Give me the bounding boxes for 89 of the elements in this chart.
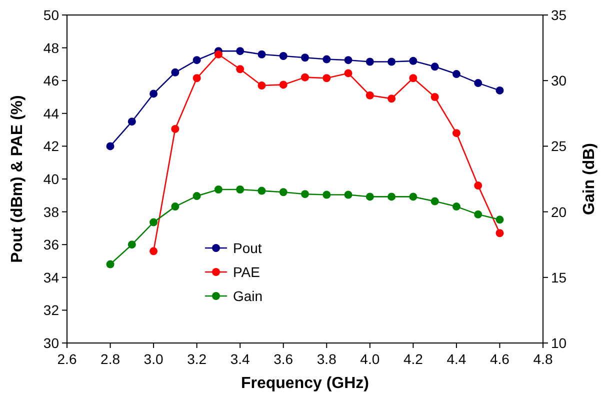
point — [474, 182, 482, 190]
point — [430, 93, 439, 101]
y-tick-label: 36 — [43, 236, 60, 253]
y-tick-label: 30 — [43, 335, 60, 351]
x-tick-label: 4.6 — [490, 351, 510, 367]
legend-label: PAE — [233, 264, 260, 280]
y2-tick-label: 20 — [551, 204, 567, 220]
y-tick-label: 44 — [43, 105, 60, 122]
point — [279, 80, 288, 89]
y2-tick-label: 30 — [551, 72, 567, 89]
point — [258, 50, 266, 58]
point — [150, 247, 158, 256]
x-tick-label: 3.8 — [316, 351, 337, 367]
point — [409, 56, 418, 65]
point — [236, 185, 244, 194]
point — [388, 58, 396, 66]
point — [496, 86, 504, 94]
y-tick-label: 42 — [43, 138, 60, 154]
y2-tick-label: 15 — [551, 269, 567, 286]
point — [344, 190, 352, 199]
point — [192, 56, 201, 64]
point — [279, 52, 288, 60]
point — [301, 190, 309, 198]
y-tick-label: 48 — [43, 40, 60, 56]
point — [236, 65, 244, 74]
y-tick-label: 40 — [43, 171, 60, 187]
point — [366, 58, 374, 66]
point — [452, 202, 460, 211]
point — [430, 197, 439, 206]
legend-label: Gain — [233, 288, 263, 304]
x-tick-label: 3.0 — [144, 351, 164, 367]
point — [236, 47, 244, 56]
point — [214, 185, 222, 194]
y2-axis-title: Gain (dB) — [581, 143, 598, 215]
point — [496, 229, 504, 238]
point — [258, 82, 266, 90]
point — [301, 73, 309, 82]
point — [474, 79, 482, 88]
y-tick-label: 32 — [43, 302, 60, 318]
x-tick-label: 3.6 — [274, 351, 294, 367]
y2-tick-label: 35 — [551, 7, 567, 23]
point — [106, 260, 114, 268]
point — [388, 94, 396, 103]
x-axis-title: Frequency (GHz) — [240, 375, 370, 392]
x-tick-label: 4.4 — [446, 351, 466, 367]
point — [171, 124, 180, 133]
point — [258, 186, 266, 195]
x-tick-label: 4.0 — [360, 351, 380, 367]
point — [192, 192, 201, 200]
point — [322, 74, 331, 82]
point — [322, 55, 331, 64]
y-tick-label: 46 — [43, 72, 60, 89]
point — [128, 240, 136, 249]
y2-tick-label: 25 — [551, 138, 567, 154]
point — [409, 192, 418, 201]
x-tick-label: 4.8 — [533, 351, 553, 367]
x-tick-label: 2.8 — [100, 351, 120, 367]
point — [430, 62, 439, 71]
point — [388, 192, 396, 201]
x-tick-label: 3.4 — [230, 351, 250, 367]
point — [496, 216, 504, 224]
y-tick-label: 50 — [43, 7, 60, 23]
point — [150, 218, 158, 226]
point — [106, 142, 114, 150]
point — [409, 74, 418, 82]
point — [366, 192, 374, 201]
point — [279, 188, 288, 196]
point — [171, 202, 180, 211]
point — [301, 54, 309, 62]
x-tick-label: 3.2 — [187, 351, 207, 367]
point — [344, 69, 352, 78]
point — [452, 129, 460, 138]
legend-label: Pout — [233, 240, 262, 256]
point — [192, 74, 201, 82]
point — [128, 118, 136, 126]
point — [171, 68, 180, 76]
point — [344, 56, 352, 64]
y2-tick-label: 10 — [551, 335, 567, 351]
x-tick-label: 4.2 — [403, 351, 424, 367]
y-axis-title: Pout (dBm) & PAE (%) — [9, 95, 26, 263]
point — [452, 70, 460, 78]
point — [366, 91, 374, 100]
point — [214, 50, 222, 58]
y-tick-label: 34 — [43, 269, 60, 286]
point — [474, 210, 482, 218]
point — [322, 190, 331, 199]
x-tick-label: 2.6 — [57, 351, 77, 367]
y-tick-label: 38 — [43, 204, 60, 220]
point — [150, 90, 158, 98]
